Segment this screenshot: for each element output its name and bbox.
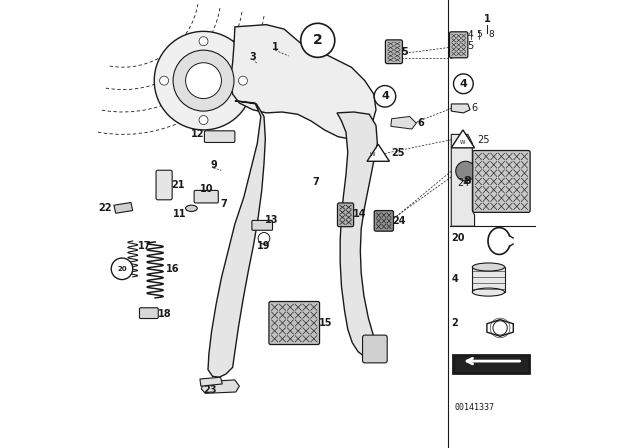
Polygon shape — [451, 130, 474, 148]
Text: 00141337: 00141337 — [454, 403, 495, 412]
Text: 17: 17 — [138, 241, 151, 250]
Ellipse shape — [472, 263, 504, 271]
Text: 22: 22 — [98, 203, 111, 213]
Bar — [472, 267, 504, 292]
FancyBboxPatch shape — [473, 151, 530, 212]
Text: 11: 11 — [173, 209, 186, 219]
FancyBboxPatch shape — [156, 170, 172, 200]
FancyBboxPatch shape — [374, 211, 394, 231]
FancyBboxPatch shape — [385, 40, 403, 64]
Text: 9: 9 — [210, 160, 217, 170]
Text: 8: 8 — [488, 30, 494, 39]
Text: 2: 2 — [313, 33, 323, 47]
Text: 15: 15 — [319, 319, 332, 328]
FancyBboxPatch shape — [362, 335, 387, 363]
Text: 13: 13 — [266, 215, 279, 225]
Text: 7: 7 — [220, 199, 227, 209]
Text: 10: 10 — [200, 184, 214, 194]
Text: 19: 19 — [257, 241, 271, 251]
Text: 24: 24 — [457, 178, 470, 188]
Polygon shape — [451, 104, 470, 113]
Polygon shape — [451, 134, 474, 226]
Circle shape — [111, 258, 132, 280]
Bar — [453, 355, 529, 373]
Text: W: W — [460, 140, 466, 145]
Text: 5: 5 — [401, 47, 408, 57]
Circle shape — [493, 321, 508, 335]
FancyBboxPatch shape — [204, 131, 235, 142]
Circle shape — [199, 37, 208, 46]
FancyBboxPatch shape — [140, 308, 158, 319]
Circle shape — [301, 23, 335, 57]
Text: W: W — [370, 152, 375, 157]
Text: 5: 5 — [476, 30, 482, 39]
Ellipse shape — [186, 205, 197, 211]
Text: 21: 21 — [172, 180, 185, 190]
Text: 12: 12 — [191, 129, 204, 139]
Polygon shape — [391, 116, 416, 129]
Text: 25: 25 — [391, 148, 404, 158]
Circle shape — [173, 50, 234, 111]
Polygon shape — [201, 380, 239, 393]
Circle shape — [186, 63, 221, 99]
FancyBboxPatch shape — [337, 203, 354, 227]
Text: 4: 4 — [460, 79, 467, 89]
FancyBboxPatch shape — [252, 220, 273, 230]
Text: 8: 8 — [463, 177, 472, 186]
Text: 3: 3 — [250, 52, 256, 62]
Ellipse shape — [472, 288, 504, 296]
Polygon shape — [208, 101, 266, 377]
Text: 25: 25 — [477, 135, 490, 145]
FancyBboxPatch shape — [269, 302, 319, 345]
Text: 4: 4 — [451, 274, 458, 284]
Text: 14: 14 — [353, 209, 366, 219]
Polygon shape — [367, 144, 389, 161]
Polygon shape — [200, 377, 222, 386]
Circle shape — [159, 76, 168, 85]
Text: 6: 6 — [472, 103, 477, 112]
Text: 20: 20 — [117, 266, 127, 272]
Circle shape — [456, 161, 476, 181]
Text: 1: 1 — [272, 42, 278, 52]
Circle shape — [258, 233, 270, 244]
Text: 2: 2 — [451, 319, 458, 328]
Text: 5: 5 — [467, 41, 473, 51]
Circle shape — [154, 31, 253, 130]
Text: 20: 20 — [451, 233, 465, 243]
FancyBboxPatch shape — [194, 190, 218, 203]
Circle shape — [239, 76, 248, 85]
Text: 1: 1 — [484, 14, 490, 24]
FancyBboxPatch shape — [449, 32, 468, 58]
Text: 24: 24 — [392, 216, 406, 226]
Circle shape — [454, 74, 473, 94]
Text: 6: 6 — [418, 118, 424, 128]
Text: 16: 16 — [165, 264, 179, 274]
Text: 18: 18 — [158, 309, 172, 319]
Text: 4: 4 — [468, 30, 474, 39]
Polygon shape — [337, 112, 379, 358]
Polygon shape — [230, 25, 376, 139]
Circle shape — [199, 116, 208, 125]
Text: 23: 23 — [204, 385, 217, 395]
Text: 7: 7 — [312, 177, 319, 187]
Polygon shape — [114, 202, 132, 213]
Text: 4: 4 — [381, 91, 389, 101]
Circle shape — [374, 86, 396, 107]
